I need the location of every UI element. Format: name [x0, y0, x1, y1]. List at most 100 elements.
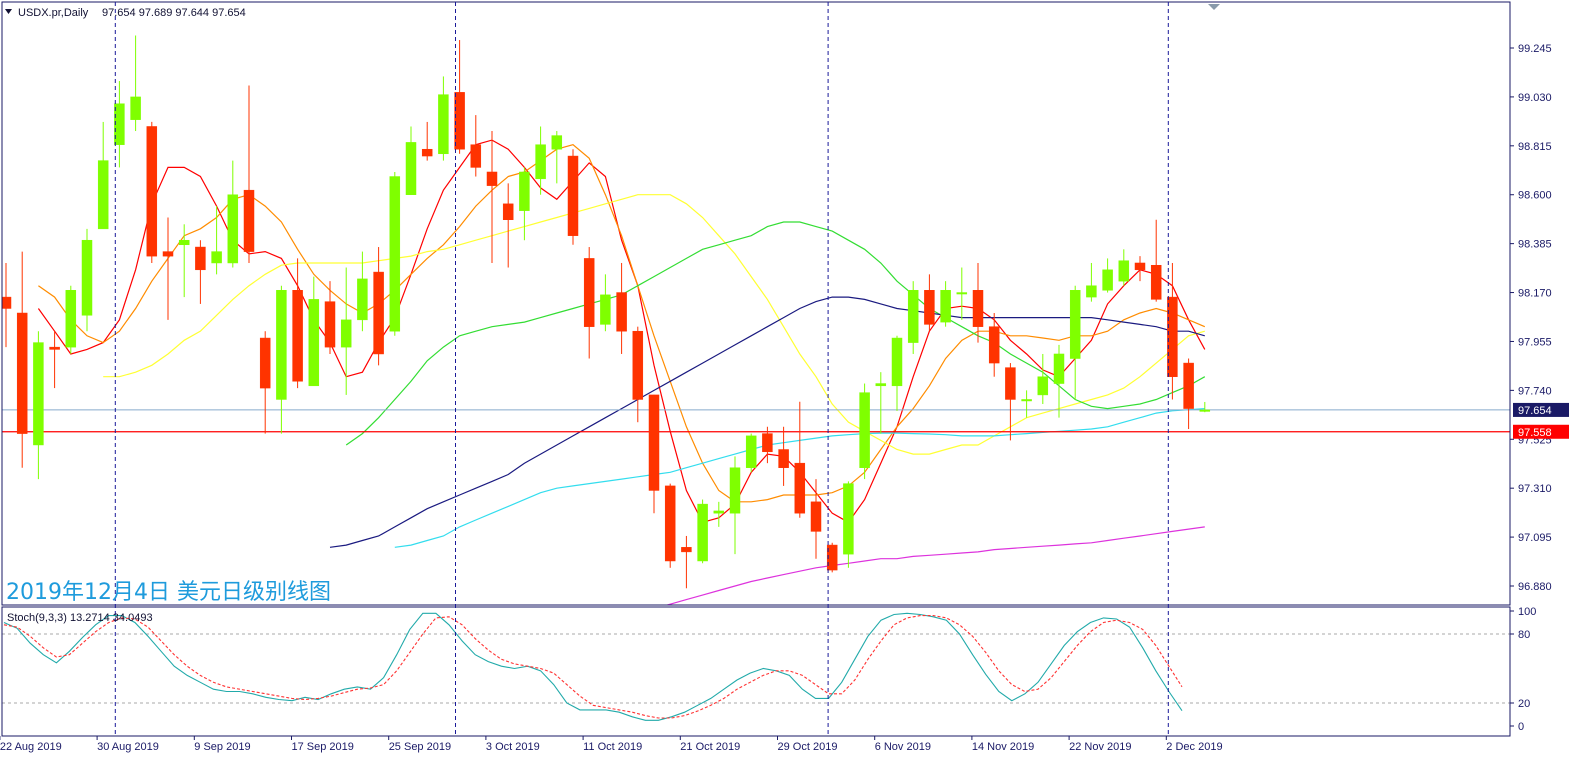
candle[interactable]	[49, 331, 60, 389]
candle-body	[162, 251, 174, 257]
candle[interactable]	[178, 224, 190, 298]
price-axis-label: 97.955	[1518, 336, 1552, 348]
candle[interactable]	[438, 76, 449, 161]
candle[interactable]	[146, 121, 158, 263]
candle[interactable]	[600, 274, 611, 332]
candle[interactable]	[16, 251, 28, 468]
candle[interactable]	[1021, 390, 1032, 418]
candle[interactable]	[162, 217, 174, 320]
ma-line-ma60	[329, 296, 1205, 548]
chart-shift-marker-icon[interactable]	[1208, 4, 1220, 10]
candle[interactable]	[1118, 249, 1130, 286]
candle[interactable]	[859, 383, 870, 480]
candle[interactable]	[648, 394, 660, 514]
candle[interactable]	[988, 313, 1000, 377]
candle-body	[567, 155, 579, 236]
symbol-dropdown-icon[interactable]	[5, 9, 12, 14]
candle[interactable]	[826, 542, 838, 573]
date-axis-label: 11 Oct 2019	[583, 741, 642, 753]
candle[interactable]	[729, 456, 741, 555]
main-price-pane[interactable]	[1, 35, 1510, 622]
candle[interactable]	[632, 326, 644, 423]
stoch-axis-label: 0	[1518, 721, 1524, 733]
candle[interactable]	[1134, 256, 1146, 282]
candle[interactable]	[211, 206, 222, 275]
candle[interactable]	[972, 262, 984, 343]
candle[interactable]	[1167, 262, 1178, 400]
candle[interactable]	[1102, 258, 1113, 293]
candle-body	[324, 301, 336, 348]
candle-body	[681, 547, 692, 553]
candle-body	[583, 258, 595, 327]
candle-body	[130, 96, 141, 120]
date-axis-label: 6 Nov 2019	[875, 741, 931, 753]
candle[interactable]	[405, 126, 417, 195]
candle[interactable]	[340, 267, 352, 395]
candle[interactable]	[924, 274, 935, 332]
candle[interactable]	[616, 262, 627, 354]
candle[interactable]	[373, 247, 384, 366]
candle[interactable]	[778, 426, 789, 486]
candle[interactable]	[470, 115, 482, 177]
candle[interactable]	[195, 240, 206, 304]
candle[interactable]	[713, 501, 725, 527]
candle[interactable]	[1199, 401, 1211, 413]
candle-body	[794, 462, 806, 514]
stochastic-pane[interactable]	[2, 612, 1510, 721]
candle[interactable]	[519, 167, 530, 241]
candle[interactable]	[940, 281, 951, 327]
candle[interactable]	[1053, 344, 1065, 418]
candle[interactable]	[114, 80, 125, 168]
candle[interactable]	[810, 479, 822, 559]
candle[interactable]	[1150, 219, 1162, 302]
candle[interactable]	[502, 183, 514, 268]
candle[interactable]	[762, 426, 773, 464]
candle[interactable]	[81, 228, 93, 332]
current-price-badge-bg	[1513, 402, 1569, 417]
candle[interactable]	[583, 247, 595, 359]
candle[interactable]	[243, 85, 255, 263]
candle[interactable]	[276, 285, 287, 434]
candle[interactable]	[389, 171, 401, 336]
main-pane-border	[1, 1, 1511, 606]
candle[interactable]	[567, 149, 579, 245]
candle[interactable]	[357, 251, 368, 332]
candle[interactable]	[891, 335, 903, 411]
candle[interactable]	[130, 35, 141, 132]
candle[interactable]	[794, 401, 806, 518]
candle[interactable]	[65, 285, 77, 354]
candle[interactable]	[1005, 363, 1016, 441]
candle[interactable]	[875, 372, 887, 434]
candle[interactable]	[551, 131, 563, 184]
candle[interactable]	[486, 131, 498, 263]
candle-body	[616, 292, 627, 332]
candle[interactable]	[1069, 285, 1081, 400]
candle[interactable]	[1, 262, 12, 348]
candle-body	[1005, 367, 1016, 400]
candle[interactable]	[664, 483, 676, 568]
candle[interactable]	[1086, 262, 1097, 302]
candle[interactable]	[535, 126, 546, 195]
candle[interactable]	[745, 433, 757, 473]
candle-body	[211, 251, 222, 264]
candle[interactable]	[956, 267, 968, 320]
candle[interactable]	[907, 281, 919, 354]
candle[interactable]	[454, 40, 465, 154]
candle-body	[826, 544, 838, 571]
candle[interactable]	[259, 331, 271, 434]
candle[interactable]	[697, 499, 708, 564]
candle[interactable]	[1183, 358, 1194, 430]
candle[interactable]	[292, 258, 303, 389]
candle[interactable]	[1037, 353, 1049, 405]
candle[interactable]	[97, 121, 109, 230]
candle-body	[81, 239, 93, 316]
candle[interactable]	[33, 331, 44, 480]
candle[interactable]	[421, 121, 433, 161]
candle[interactable]	[308, 276, 320, 387]
candle[interactable]	[843, 481, 854, 568]
candle[interactable]	[681, 535, 692, 589]
candle[interactable]	[227, 160, 239, 268]
candle-body	[389, 176, 401, 332]
candle[interactable]	[324, 281, 336, 354]
